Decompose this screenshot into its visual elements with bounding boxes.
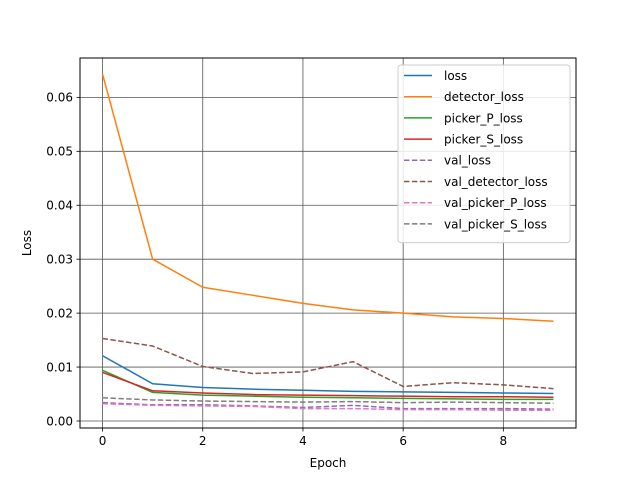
x-tick-label: 4 [299,434,307,448]
x-ticks: 0 2 4 6 8 [99,428,507,448]
series-line-picker-P-loss [102,369,554,401]
legend-label: detector_loss [444,90,524,104]
legend-label: val_picker_P_loss [444,196,547,210]
legend-label: val_picker_S_loss [444,217,547,231]
series-lines [101,73,554,411]
series-line-val-detector-loss [102,337,554,390]
series-line-val-picker-S-loss [102,397,554,404]
x-tick-label: 0 [99,434,107,448]
series-line-detector-loss [101,73,554,322]
y-tick-label: 0.03 [46,252,73,266]
y-tick-label: 0.04 [46,199,73,213]
x-tick-label: 2 [199,434,207,448]
y-tick-label: 0.00 [46,414,73,428]
axes-frame [79,57,577,429]
x-tick-label: 8 [500,434,508,448]
legend-label: val_detector_loss [444,175,548,189]
legend-label: loss [444,69,467,83]
y-tick-label: 0.06 [46,91,73,105]
y-tick-label: 0.02 [46,306,73,320]
y-axis-label: Loss [20,230,34,256]
series-line-picker-S-loss [102,371,554,399]
y-ticks: 0.00 0.01 0.02 0.03 0.04 0.05 0.06 [46,91,80,428]
legend-label: picker_P_loss [444,111,523,125]
y-tick-label: 0.01 [46,360,73,374]
x-axis-label: Epoch [310,456,347,470]
x-tick-label: 6 [399,434,407,448]
legend: loss detector_loss picker_P_loss picker_S_l… [397,64,571,244]
series-line-loss [102,355,554,395]
legend-label: val_loss [444,154,491,168]
y-tick-label: 0.05 [46,145,73,159]
series-line-val-loss [102,401,554,410]
legend-label: picker_S_loss [444,133,523,147]
series-line-val-picker-P-loss [102,402,554,411]
legend-box [397,64,571,244]
